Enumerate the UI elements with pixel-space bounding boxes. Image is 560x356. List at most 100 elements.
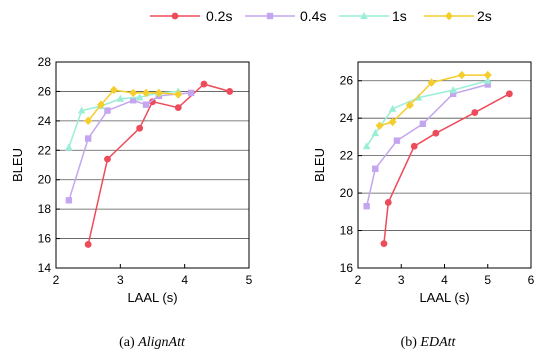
x-tick-label: 3: [117, 273, 124, 287]
data-point: [419, 120, 427, 127]
data-point: [129, 88, 138, 98]
y-tick-label: 28: [38, 55, 52, 69]
caption-a: (a) AlignAtt: [119, 335, 186, 350]
legend-marker-triangle: [360, 12, 368, 19]
x-tick-label: 2: [355, 273, 362, 287]
x-tick-label: 4: [181, 273, 188, 287]
data-point: [84, 135, 92, 142]
panel-alignatt: 2 3 4 5 14 16 18 20 22 24 26 28 LAAL (s) BLEU: [10, 55, 253, 305]
legend-item-2s: 2s: [424, 8, 492, 24]
series-0-4s: [363, 81, 491, 210]
series-line-0-2s: [383, 93, 510, 244]
x-tick-label: 5: [246, 273, 253, 287]
y-tick-label: 18: [340, 224, 354, 238]
series-0-2s: [380, 90, 513, 248]
legend-marker-circle: [171, 12, 179, 20]
y-tick-label: 24: [340, 111, 354, 125]
data-point: [388, 104, 397, 112]
y-tick-label: 20: [340, 186, 354, 200]
panel-edatt: 2 3 4 5 6 16 18 20 22 24 26 LAAL (s) BLEU: [312, 61, 535, 305]
data-point: [154, 88, 163, 98]
x-tick-label: 6: [528, 273, 535, 287]
y-tick-label: 22: [38, 143, 52, 157]
x-tick-label: 5: [484, 273, 491, 287]
y-tick-label: 26: [340, 74, 354, 88]
data-point: [149, 98, 156, 106]
y-tick-label: 14: [38, 261, 52, 275]
data-point: [471, 109, 479, 116]
legend-label: 2s: [477, 8, 492, 24]
data-point: [109, 85, 118, 95]
data-point: [174, 104, 182, 112]
legend-marker-diamond: [445, 11, 453, 21]
x-tick-label: 3: [398, 273, 405, 287]
legend-item-1s: 1s: [339, 8, 407, 24]
legend: 0.2s 0.4s 1s 2s: [150, 8, 492, 24]
y-tick-label: 20: [38, 173, 52, 187]
legend-item-0-2s: 0.2s: [150, 8, 232, 24]
data-point: [174, 90, 183, 99]
y-tick-label: 24: [38, 114, 52, 128]
data-point: [200, 80, 208, 88]
data-point: [410, 142, 418, 150]
data-point: [226, 88, 234, 95]
data-point: [449, 90, 457, 98]
data-point: [65, 197, 73, 204]
x-axis-title: LAAL (s): [419, 290, 469, 305]
data-point: [363, 203, 370, 210]
data-point: [393, 137, 401, 144]
data-point: [372, 165, 379, 172]
y-axis-title: BLEU: [312, 148, 327, 182]
series-0-2s: [84, 80, 234, 248]
series-2s: [84, 85, 183, 126]
y-axis-title: BLEU: [10, 148, 25, 182]
data-point: [84, 116, 93, 126]
data-point: [432, 129, 440, 137]
data-point: [84, 241, 92, 248]
data-point: [104, 155, 111, 163]
data-point: [375, 121, 384, 130]
series-line-0-4s: [365, 83, 488, 207]
data-point: [405, 100, 414, 110]
series-2s: [375, 70, 492, 130]
x-tick-label: 2: [53, 273, 60, 287]
y-tick-label: 16: [340, 261, 354, 275]
legend-label: 0.4s: [300, 8, 326, 24]
legend-label: 1s: [392, 8, 407, 24]
series-1s: [65, 87, 183, 151]
data-point: [457, 70, 466, 80]
legend-marker-square: [266, 12, 274, 20]
y-tick-label: 22: [340, 149, 354, 163]
data-point: [97, 100, 106, 109]
data-point: [135, 93, 144, 101]
plot-frame: [55, 61, 250, 269]
data-point: [142, 101, 150, 108]
data-point: [388, 117, 397, 127]
legend-item-0-4s: 0.4s: [245, 8, 326, 24]
data-point: [484, 81, 491, 88]
legend-label: 0.2s: [206, 8, 232, 24]
y-tick-label: 16: [38, 232, 52, 246]
data-point: [384, 199, 392, 206]
y-tick-label: 18: [38, 202, 52, 216]
x-axis-title: LAAL (s): [127, 290, 177, 305]
data-point: [371, 129, 380, 137]
x-tick-label: 4: [441, 273, 448, 287]
data-point: [142, 88, 151, 98]
data-point: [136, 124, 144, 132]
data-point: [483, 70, 492, 80]
data-point: [130, 97, 137, 104]
caption-b: (b) EDAtt: [401, 335, 457, 350]
data-point: [187, 89, 195, 97]
series-line-1s: [366, 79, 488, 147]
data-point: [362, 142, 371, 150]
data-point: [77, 106, 86, 114]
data-point: [505, 90, 513, 98]
data-point: [449, 86, 457, 94]
data-point: [116, 94, 125, 102]
data-point: [483, 76, 492, 84]
y-tick-label: 26: [38, 84, 52, 98]
data-point: [427, 78, 436, 87]
series-1s: [362, 76, 492, 150]
